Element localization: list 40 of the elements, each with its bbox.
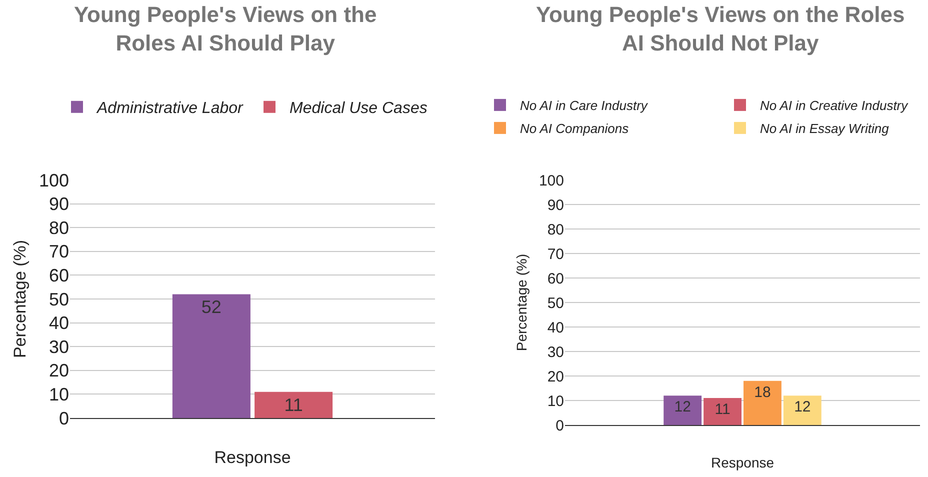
legend-label: No AI in Essay Writing <box>760 121 890 136</box>
y-tick-label: 0 <box>58 408 69 428</box>
y-tick-label: 80 <box>48 218 69 238</box>
chart-title: Young People's Views on the Roles AI Should Play <box>74 2 377 56</box>
data-label: 12 <box>794 398 811 416</box>
y-tick-label: 20 <box>48 360 69 381</box>
x-axis-title: Response <box>710 454 774 471</box>
y-tick-label: 60 <box>48 266 69 286</box>
legend-label: No AI in Care Industry <box>520 98 649 114</box>
data-label: 11 <box>714 401 730 418</box>
y-tick-label: 70 <box>547 246 564 263</box>
y-tick-label: 90 <box>547 196 564 214</box>
x-axis-title: Response <box>214 448 291 467</box>
y-tick-label: 30 <box>48 336 69 357</box>
y-axis-title: Percentage (%) <box>514 254 530 352</box>
chart-title: Young People's Views on the Roles AI Should Not Play <box>536 2 905 56</box>
y-tick-label: 90 <box>48 194 69 214</box>
y-tick-label: 70 <box>48 242 69 262</box>
y-tick-label: 60 <box>547 270 564 288</box>
y-tick-label: 30 <box>547 344 564 361</box>
y-tick-label: 100 <box>38 170 69 190</box>
y-tick-label: 40 <box>48 313 69 334</box>
y-tick-label: 20 <box>547 368 564 386</box>
y-tick-label: 80 <box>547 221 564 238</box>
data-label: 52 <box>201 297 222 318</box>
legend-label: No AI Companions <box>520 121 630 136</box>
y-tick-label: 10 <box>547 392 564 410</box>
y-tick-label: 100 <box>538 172 564 190</box>
y-tick-label: 0 <box>556 417 564 434</box>
legend-label: Medical Use Cases <box>290 100 428 118</box>
legend-label: Administrative Labor <box>96 100 244 118</box>
y-axis-title: Percentage (%) <box>10 240 30 358</box>
data-label: 12 <box>674 398 691 416</box>
y-tick-label: 50 <box>547 294 564 312</box>
y-tick-label: 40 <box>547 319 564 336</box>
y-tick-label: 10 <box>48 384 69 404</box>
data-label: 18 <box>754 384 771 401</box>
y-tick-label: 50 <box>48 289 69 310</box>
legend-label: No AI in Creative Industry <box>760 98 910 114</box>
data-label: 11 <box>284 394 303 415</box>
